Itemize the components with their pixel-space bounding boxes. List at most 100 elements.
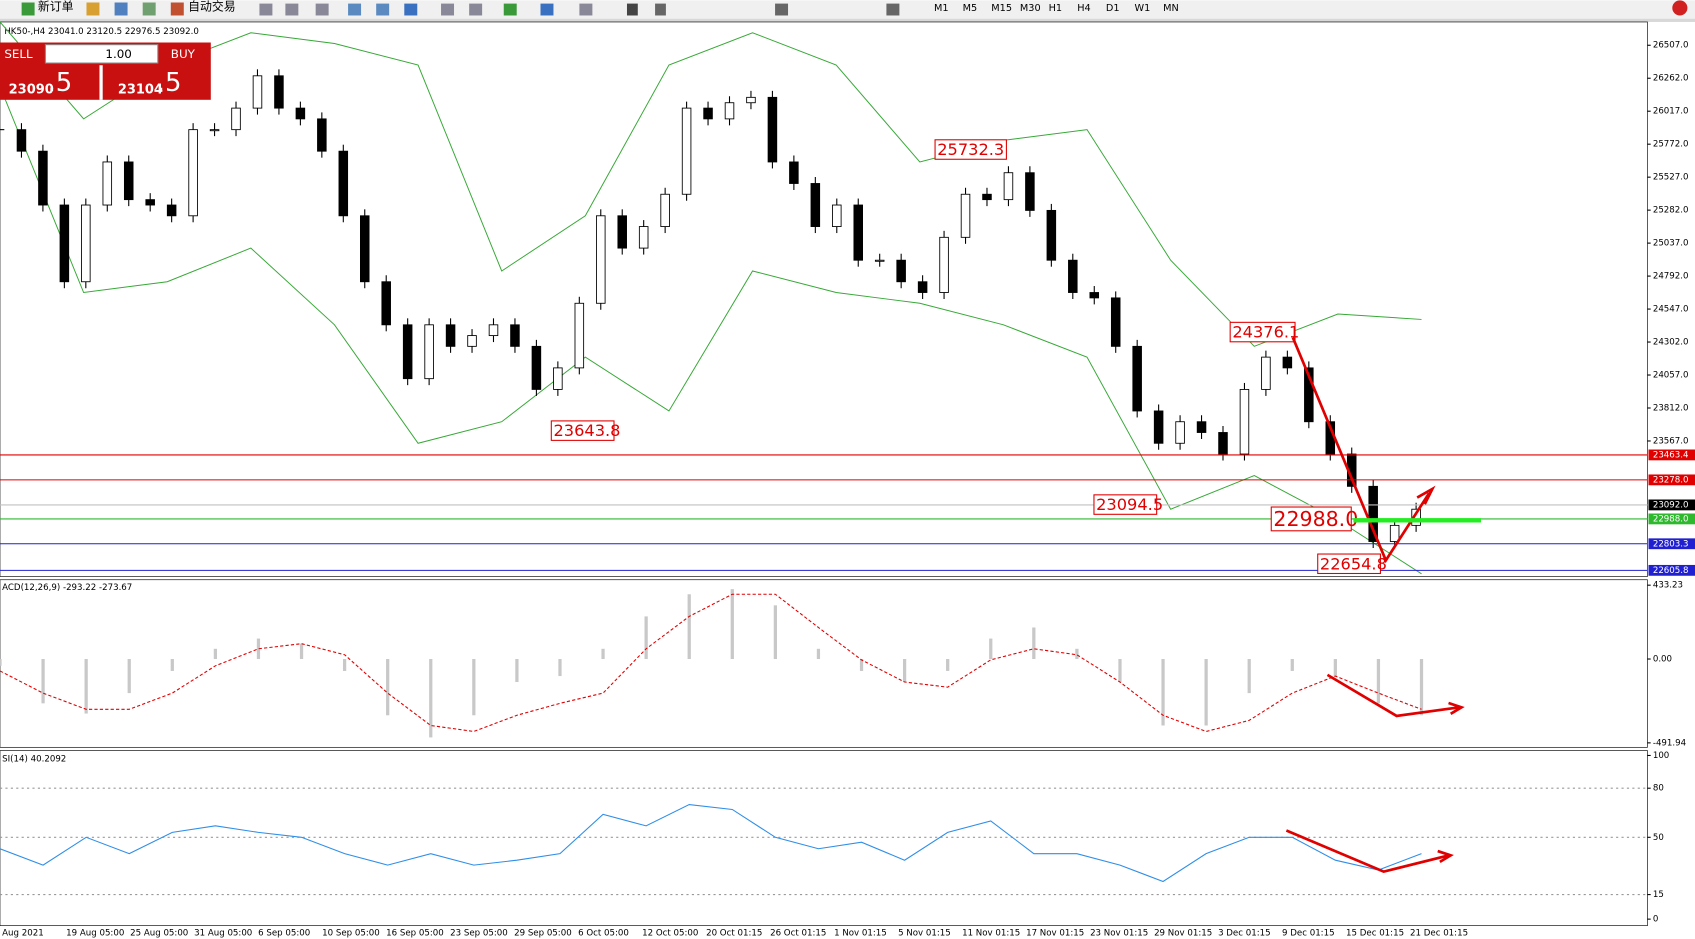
macd-bar [1075, 648, 1079, 660]
candle [617, 215, 627, 249]
x-tick-label: 9 Dec 01:15 [1282, 929, 1335, 939]
tile[interactable] [404, 3, 418, 16]
indicators[interactable] [503, 3, 517, 16]
candle [1132, 345, 1142, 412]
macd-bar [1204, 659, 1208, 726]
icon[interactable] [259, 3, 273, 16]
y-tick-label: -491.94 [1653, 738, 1686, 748]
macd-panel [0, 579, 1648, 748]
candle [381, 281, 391, 326]
price-level-label: 23278.0 [1653, 475, 1689, 485]
zoom-in[interactable] [348, 3, 362, 16]
icon[interactable] [114, 2, 128, 16]
lots-value[interactable]: 1.00 [105, 47, 131, 61]
x-tick-label: 17 Nov 01:15 [1026, 929, 1084, 939]
candle [1239, 388, 1250, 455]
candle [402, 324, 413, 380]
lots-input[interactable] [44, 44, 159, 64]
x-tick-label: 19 Aug 05:00 [66, 929, 124, 939]
sell-label[interactable]: SELL [4, 47, 33, 61]
arrow-head [1448, 701, 1465, 715]
candle [231, 107, 241, 131]
macd-arrow [1326, 673, 1460, 718]
y-tick-label: 26262.0 [1653, 74, 1689, 84]
candle [703, 107, 713, 120]
macd-bar [1247, 659, 1251, 694]
trend-arrow [1291, 337, 1431, 564]
timeframe-button[interactable]: M5 [963, 3, 978, 14]
rsi-panel [0, 750, 1648, 927]
crosshair[interactable] [655, 3, 666, 16]
icon[interactable] [469, 3, 483, 16]
timeframe-button[interactable]: H4 [1077, 3, 1091, 14]
new-order-icon[interactable] [21, 2, 35, 16]
alert-badge[interactable] [1672, 0, 1688, 16]
y-tick-label: 25772.0 [1653, 140, 1689, 150]
macd-bar [1161, 659, 1165, 726]
auto-trade-button[interactable]: 自动交易 [188, 0, 236, 13]
y-tick-label: 23567.0 [1653, 436, 1689, 446]
x-tick-label: 12 Oct 05:00 [642, 929, 698, 939]
macd-bar [127, 659, 131, 694]
y-tick-label: 25527.0 [1653, 173, 1689, 183]
macd-bar [1333, 659, 1337, 677]
candle [832, 204, 842, 227]
macd-bar [84, 659, 88, 714]
timeframe-button[interactable]: M1 [934, 3, 949, 14]
shapes[interactable] [886, 3, 900, 16]
price-level-tag [1648, 449, 1695, 461]
candle [274, 75, 284, 109]
candle [1304, 367, 1314, 423]
candle [1196, 421, 1207, 433]
x-tick-label: 5 Nov 01:15 [898, 929, 951, 939]
bollinger-lower [0, 86, 1422, 575]
macd-bar [515, 659, 519, 683]
buy-label[interactable]: BUY [171, 47, 196, 61]
fibo[interactable] [775, 3, 789, 16]
icon[interactable] [441, 3, 455, 16]
x-tick-label: 3 Dec 01:15 [1218, 929, 1271, 939]
candle [531, 345, 542, 390]
macd-bar [213, 648, 218, 660]
ask-price[interactable]: 23104 [118, 83, 163, 98]
candle [188, 129, 198, 217]
ask-frac[interactable]: .5 [157, 68, 182, 98]
sell-button[interactable] [0, 43, 44, 66]
cursor[interactable] [626, 3, 638, 16]
arrow-head [1416, 485, 1436, 505]
annotation-box [1317, 553, 1381, 575]
timeframe-button[interactable]: W1 [1135, 3, 1151, 14]
macd-bar [386, 659, 390, 716]
templates[interactable] [579, 3, 593, 16]
auto-trade-icon[interactable] [170, 2, 184, 16]
periods[interactable] [540, 3, 554, 16]
bid-price[interactable]: 23090 [9, 83, 54, 98]
annotation-box [550, 420, 615, 441]
y-tick-label: 0 [1653, 915, 1659, 925]
bid-frac[interactable]: .5 [48, 68, 73, 98]
trade-panel: SELL 1.00 BUY 23090 .5 23104 .5 [0, 42, 211, 100]
icon[interactable] [86, 2, 100, 16]
candle [1025, 172, 1035, 211]
candle [295, 107, 306, 120]
annotation-box [934, 139, 1007, 160]
timeframe-button[interactable]: H1 [1049, 3, 1063, 14]
macd-bar [342, 659, 347, 671]
timeframe-button[interactable]: M30 [1020, 3, 1041, 14]
timeframe-button[interactable]: M15 [991, 3, 1012, 14]
icon[interactable] [142, 2, 156, 16]
candle [1110, 297, 1121, 347]
candle [359, 215, 370, 283]
zoom-out[interactable] [376, 3, 390, 16]
macd-bar [41, 659, 45, 704]
x-tick-label: 25 Aug 05:00 [130, 929, 188, 939]
y-tick-label: 24057.0 [1653, 371, 1689, 381]
timeframe-button[interactable]: MN [1163, 3, 1179, 14]
macd-bar [989, 638, 993, 660]
new-order-button[interactable]: 新订单 [38, 0, 74, 13]
icon[interactable] [315, 3, 329, 16]
macd-bar [946, 659, 950, 671]
icon[interactable] [285, 3, 299, 16]
timeframe-button[interactable]: D1 [1106, 3, 1120, 14]
